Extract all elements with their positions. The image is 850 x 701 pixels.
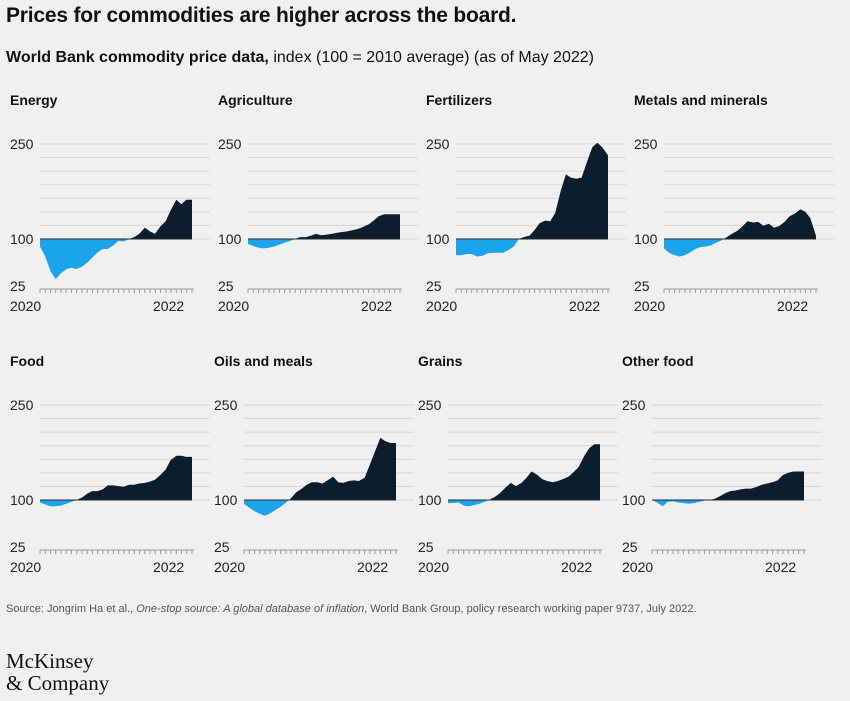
x-tick-label: 2020 — [10, 559, 41, 575]
area-below-baseline — [40, 500, 77, 507]
y-tick-label: 100 — [10, 231, 34, 247]
x-tick-label: 2022 — [153, 559, 184, 575]
chart-title: Prices for commodities are higher across… — [6, 4, 517, 27]
y-tick-label: 25 — [622, 539, 638, 555]
y-tick-label: 250 — [634, 136, 658, 152]
x-tick-label: 2020 — [622, 559, 653, 575]
subtitle-rest: index (100 = 2010 average) (as of May 20… — [268, 49, 594, 66]
y-tick-label: 25 — [10, 278, 26, 294]
y-tick-label: 250 — [418, 397, 442, 413]
x-tick-label: 2020 — [634, 298, 665, 314]
area-above-baseline — [709, 471, 804, 500]
x-tick-label: 2020 — [10, 298, 41, 314]
x-tick-label: 2020 — [426, 298, 457, 314]
y-tick-label: 100 — [426, 231, 450, 247]
area-above-baseline — [518, 142, 608, 239]
y-tick-label: 250 — [622, 397, 646, 413]
area-below-baseline — [40, 239, 130, 280]
x-tick-label: 2022 — [561, 559, 592, 575]
panel-4: Food 25 100 250 2020 2022 — [10, 353, 210, 593]
x-tick-label: 2020 — [418, 559, 449, 575]
chart-subtitle: World Bank commodity price data, index (… — [6, 49, 594, 67]
panel-chart: 25 100 250 2020 2022 — [634, 136, 834, 314]
panel-6: Grains 25 100 250 2020 2022 — [418, 353, 618, 593]
panel-7: Other food 25 100 250 2020 2022 — [622, 353, 822, 593]
area-below-baseline — [448, 500, 489, 507]
area-below-baseline — [652, 500, 710, 507]
y-tick-label: 100 — [214, 492, 238, 508]
y-tick-label: 25 — [10, 539, 26, 555]
y-tick-label: 25 — [214, 539, 230, 555]
panel-chart: 25 100 250 2020 2022 — [218, 136, 418, 314]
source-title: One-stop source: A global database of in… — [136, 603, 365, 615]
panel-5: Oils and meals 25 100 250 2020 2022 — [214, 353, 414, 593]
panel-title: Energy — [10, 92, 58, 108]
y-tick-label: 100 — [418, 492, 442, 508]
x-tick-label: 2020 — [214, 559, 245, 575]
x-tick-label: 2022 — [357, 559, 388, 575]
x-tick-label: 2022 — [361, 298, 392, 314]
x-tick-label: 2022 — [765, 559, 796, 575]
y-tick-label: 250 — [10, 397, 34, 413]
source-note: Source: Jongrim Ha et al., One-stop sour… — [6, 603, 697, 615]
panel-3: Metals and minerals 25 100 250 2020 2022 — [634, 92, 834, 332]
y-tick-label: 100 — [10, 492, 34, 508]
y-tick-label: 250 — [10, 136, 34, 152]
area-above-baseline — [295, 214, 400, 239]
x-tick-label: 2022 — [777, 298, 808, 314]
y-tick-label: 25 — [634, 278, 650, 294]
panel-title: Food — [10, 353, 45, 369]
y-tick-label: 250 — [426, 136, 450, 152]
panel-chart: 25 100 250 2020 2022 — [426, 136, 626, 314]
y-tick-label: 25 — [426, 278, 442, 294]
source-prefix: Source: Jongrim Ha et al., — [6, 603, 137, 615]
panel-title: Fertilizers — [426, 92, 493, 108]
panel-title: Other food — [622, 353, 694, 369]
panel-title: Metals and minerals — [634, 92, 768, 108]
area-above-baseline — [289, 437, 396, 500]
panel-chart: 25 100 250 2020 2022 — [10, 397, 210, 575]
area-above-baseline — [723, 209, 816, 239]
panel-title: Oils and meals — [214, 353, 313, 369]
x-tick-label: 2022 — [153, 298, 184, 314]
x-tick-label: 2020 — [218, 298, 249, 314]
panel-2: Fertilizers 25 100 250 2020 2022 — [426, 92, 626, 332]
area-above-baseline — [488, 444, 600, 500]
area-below-baseline — [664, 239, 724, 257]
y-tick-label: 100 — [634, 231, 658, 247]
panel-title: Agriculture — [218, 92, 293, 108]
area-below-baseline — [244, 500, 289, 516]
area-above-baseline — [129, 199, 192, 239]
y-tick-label: 25 — [418, 539, 434, 555]
panel-0: Energy 25 100 250 2020 2022 — [10, 92, 210, 332]
y-tick-label: 25 — [218, 278, 234, 294]
area-below-baseline — [248, 239, 296, 249]
y-tick-label: 100 — [218, 231, 242, 247]
source-suffix: , World Bank Group, policy research work… — [364, 603, 697, 615]
y-tick-label: 250 — [214, 397, 238, 413]
panel-chart: 25 100 250 2020 2022 — [622, 397, 822, 575]
panel-chart: 25 100 250 2020 2022 — [418, 397, 618, 575]
subtitle-bold: World Bank commodity price data, — [6, 49, 269, 66]
logo-line-1: McKinsey — [6, 649, 94, 673]
y-tick-label: 100 — [622, 492, 646, 508]
area-above-baseline — [76, 455, 192, 500]
panel-chart: 25 100 250 2020 2022 — [214, 397, 414, 575]
x-tick-label: 2022 — [569, 298, 600, 314]
panel-chart: 25 100 250 2020 2022 — [10, 136, 210, 314]
panel-title: Grains — [418, 353, 463, 369]
logo-line-2: & Company — [6, 671, 110, 695]
mckinsey-logo: McKinsey & Company — [6, 650, 109, 694]
y-tick-label: 250 — [218, 136, 242, 152]
area-below-baseline — [456, 239, 519, 257]
panel-1: Agriculture 25 100 250 2020 2022 — [218, 92, 418, 332]
